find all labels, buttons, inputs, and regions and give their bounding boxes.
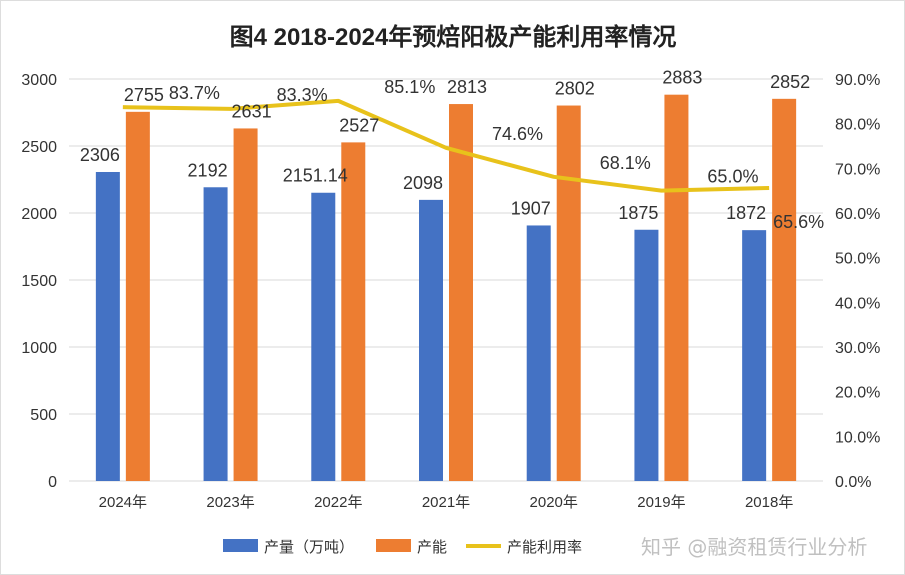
line-data-label: 65.0% [707,167,758,187]
y-right-tick-label: 40.0% [835,295,880,312]
data-label: 2098 [403,173,443,193]
line-data-label: 68.1% [600,153,651,173]
data-label: 2883 [662,68,702,88]
line-data-label: 74.6% [492,124,543,144]
data-label: 2852 [770,72,810,92]
y-right-tick-label: 10.0% [835,429,880,446]
y-left-tick-label: 1000 [21,340,57,357]
bar-capacity [772,98,797,481]
line-data-label: 65.6% [773,212,824,232]
data-label: 2527 [339,115,379,135]
data-label: 2631 [232,101,272,121]
y-right-tick-label: 30.0% [835,340,880,357]
legend-swatch-production [223,539,258,552]
bar-capacity [341,142,366,481]
legend-label: 产量（万吨） [264,539,354,556]
data-label: 2151.14 [283,166,348,186]
y-left-tick-label: 0 [48,474,57,491]
data-label: 1872 [726,203,766,223]
bar-capacity [125,111,150,481]
data-label: 2813 [447,77,487,97]
x-tick-label: 2023年 [206,494,254,511]
y-right-tick-label: 80.0% [835,117,880,134]
legend-label: 产能利用率 [507,539,582,556]
y-left-tick-label: 2000 [21,206,57,223]
y-right-tick-label: 90.0% [835,72,880,89]
x-tick-label: 2021年 [422,494,470,511]
bar-production [526,225,551,481]
data-label: 2755 [124,85,164,105]
y-right-tick-label: 0.0% [835,474,871,491]
line-utilization [122,98,770,193]
line-data-label: 83.7% [169,83,220,103]
y-left-tick-label: 2500 [21,139,57,156]
bar-capacity [556,105,581,482]
bar-production [742,230,767,481]
legend-swatch-capacity [376,539,411,552]
legend-label: 产能 [417,539,447,556]
watermark: 知乎 @融资租赁行业分析 [641,535,868,559]
y-right-tick-label: 20.0% [835,385,880,402]
line-data-label: 83.3% [277,85,328,105]
bar-production [203,187,228,481]
bar-production [419,199,443,482]
y-left-tick-label: 3000 [21,72,57,89]
x-tick-label: 2020年 [530,494,578,511]
bar-capacity [233,128,258,482]
line-data-label: 85.1% [384,77,435,97]
x-tick-label: 2019年 [637,494,685,511]
y-left-tick-label: 500 [30,407,57,424]
bar-capacity [449,104,473,482]
x-tick-label: 2018年 [745,494,793,511]
chart-title: 图4 2018-2024年预焙阳极产能利用率情况 [230,23,677,51]
y-left-tick-label: 1500 [21,273,57,290]
y-right-tick-label: 70.0% [835,161,880,178]
data-label: 1875 [618,203,658,223]
bar-production [311,192,336,481]
x-tick-label: 2022年 [314,494,362,511]
bar-production [95,171,120,481]
data-label: 1907 [511,198,551,218]
x-tick-label: 2024年 [99,494,147,511]
bar-capacity [664,94,689,481]
data-label: 2802 [555,79,595,99]
data-label: 2192 [188,160,228,180]
bar-production [634,229,659,481]
y-right-tick-label: 50.0% [835,251,880,268]
y-right-tick-label: 60.0% [835,206,880,223]
data-label: 2306 [80,145,120,165]
